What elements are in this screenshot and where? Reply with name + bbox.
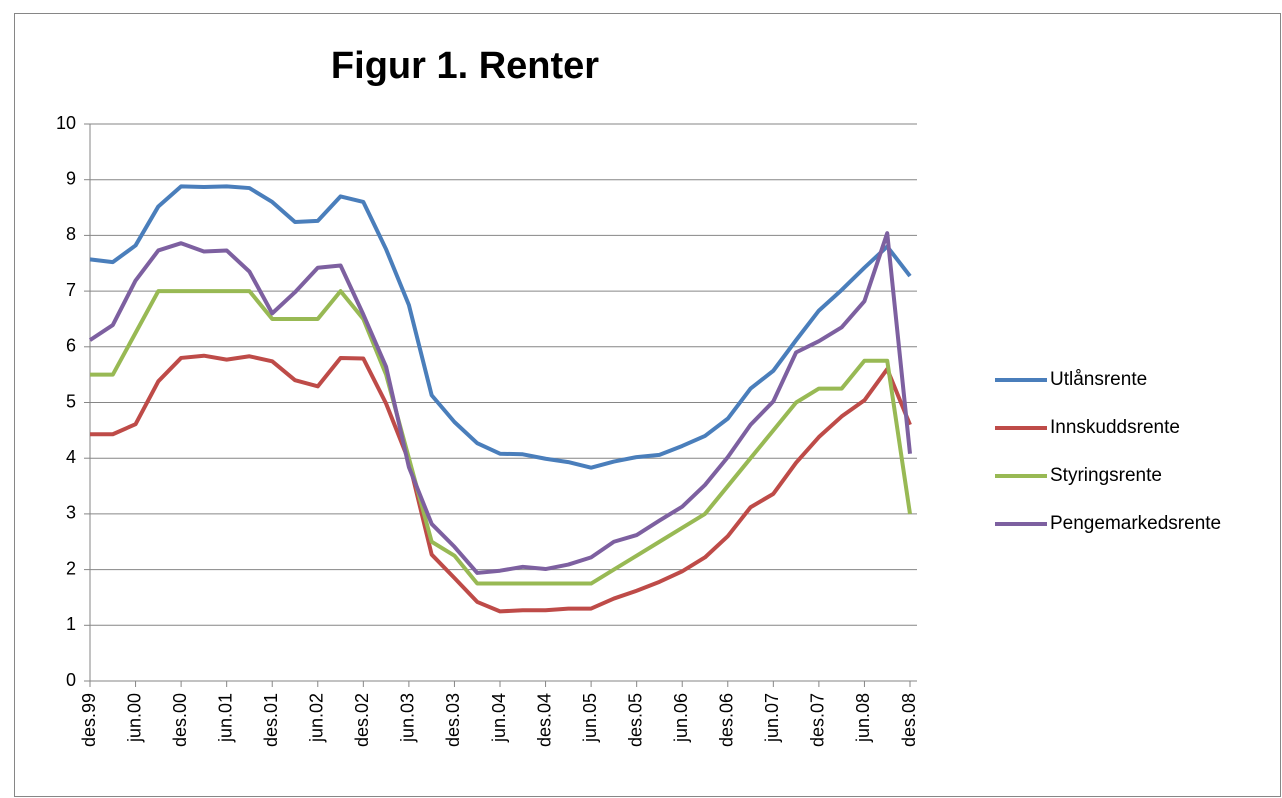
series-line [90,289,912,586]
x-tick-label: jun.03 [398,693,418,743]
x-tick-label: jun.02 [307,693,327,743]
x-tick-label: jun.00 [124,693,144,743]
x-tick-label: des.08 [899,693,919,747]
y-tick-label: 7 [66,280,76,300]
y-tick-label: 10 [56,113,76,133]
series-line [89,184,912,470]
y-tick-label: 6 [66,336,76,356]
series-line [88,231,912,575]
x-tick-label: des.99 [79,693,99,747]
y-tick-label: 9 [66,168,76,188]
chart-title: Figur 1. Renter [331,45,599,87]
x-tick-label: des.04 [534,693,554,747]
x-tick-label: des.07 [808,693,828,747]
chart-border [14,13,1281,797]
y-tick-label: 1 [66,614,76,634]
y-tick-label: 5 [66,391,76,411]
x-tick-label: des.01 [261,693,281,747]
x-tick-label: jun.06 [671,693,691,743]
y-tick-label: 3 [66,503,76,523]
y-tick-label: 4 [66,447,76,467]
y-tick-label: 2 [66,558,76,578]
legend-label: Styringsrente [1050,465,1162,486]
x-tick-label: des.02 [352,693,372,747]
legend-label: Utlånsrente [1050,369,1147,390]
x-tick-label: des.05 [625,693,645,747]
legend-label: Innskuddsrente [1050,417,1180,438]
x-tick-label: des.00 [170,693,190,747]
x-tick-label: jun.05 [580,693,600,743]
y-tick-label: 0 [66,670,76,690]
x-tick-label: des.03 [443,693,463,747]
x-tick-label: des.06 [717,693,737,747]
x-tick-label: jun.08 [853,693,873,743]
series-line [90,353,912,614]
x-tick-label: jun.01 [215,693,235,743]
y-tick-label: 8 [66,224,76,244]
x-tick-label: jun.07 [762,693,782,743]
x-tick-label: jun.04 [489,693,509,743]
legend-label: Pengemarkedsrente [1050,513,1221,534]
